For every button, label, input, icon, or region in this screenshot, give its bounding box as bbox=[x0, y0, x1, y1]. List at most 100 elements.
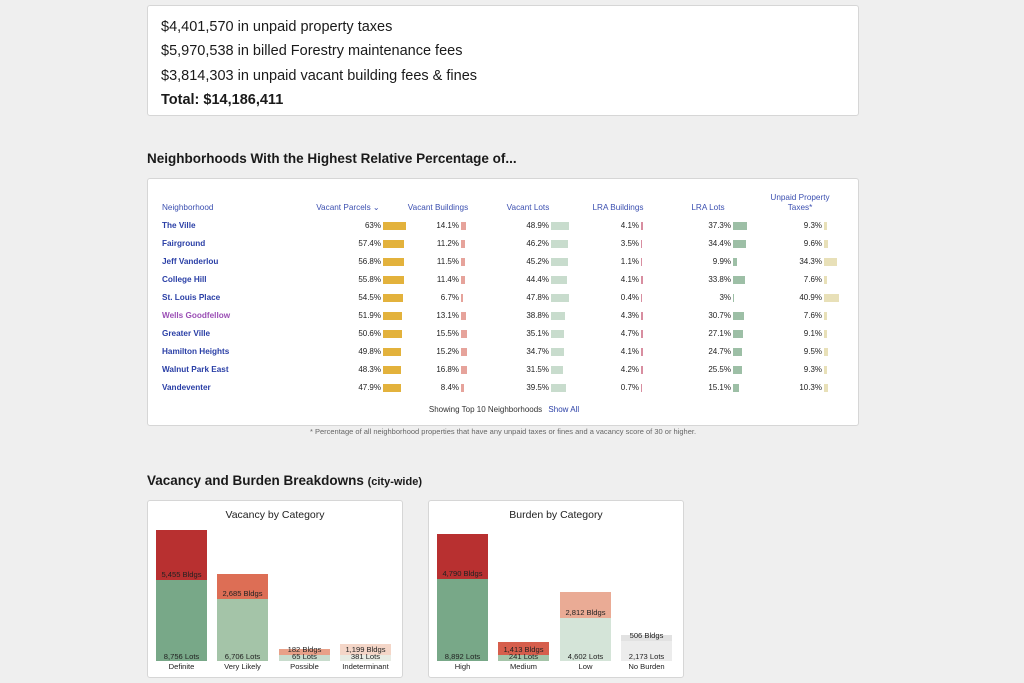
vacant-parcels-bar bbox=[383, 384, 401, 392]
vacant-parcels-value: 50.6% bbox=[358, 329, 381, 338]
vacant-buildings-bar bbox=[461, 366, 468, 374]
bldgs-label: 1,199 Bldgs bbox=[345, 645, 386, 654]
lra-lots-bar bbox=[733, 294, 735, 302]
vacant-lots-bar bbox=[551, 330, 564, 338]
table-row: Fairground 57.4% 11.2% 46.2% 3.5% 34.4% 9.6% bbox=[148, 236, 860, 254]
lra-buildings-bar bbox=[641, 258, 642, 266]
vacant-parcels-bar bbox=[383, 312, 403, 320]
lra-lots-bar bbox=[733, 348, 743, 356]
vacant-parcels-bar bbox=[383, 366, 401, 374]
bldgs-bar bbox=[279, 649, 330, 655]
lra-lots-bar bbox=[733, 258, 737, 266]
vacancy-chart: Vacancy by Category 8,756 Lots 5,455 Bldg… bbox=[147, 500, 403, 678]
vacant-buildings-value: 11.4% bbox=[436, 275, 459, 284]
neighborhood-link[interactable]: Vandeventer bbox=[162, 383, 211, 392]
neighborhood-link[interactable]: Greater Ville bbox=[162, 329, 211, 338]
vacant-parcels-bar bbox=[383, 222, 407, 230]
unpaid-taxes-bar bbox=[824, 366, 828, 374]
vacant-lots-value: 35.1% bbox=[526, 329, 549, 338]
vacant-parcels-bar bbox=[383, 258, 404, 266]
lra-lots-value: 25.5% bbox=[708, 365, 731, 374]
neighborhood-link[interactable]: Jeff Vanderlou bbox=[162, 257, 219, 266]
show-all-link[interactable]: Show All bbox=[548, 405, 580, 414]
header-vacant-lots[interactable]: Vacant Lots bbox=[506, 203, 550, 212]
vacant-buildings-bar bbox=[461, 384, 465, 392]
table-row: Greater Ville 50.6% 15.5% 35.1% 4.7% 27.1% 9.1… bbox=[148, 326, 860, 344]
totals-card: $4,401,570 in unpaid property taxes $5,9… bbox=[147, 5, 859, 116]
vacant-buildings-value: 13.1% bbox=[436, 311, 459, 320]
burden-chart: Burden by Category 8,892 Lots 4,790 Bldgs… bbox=[428, 500, 684, 678]
neighborhood-link[interactable]: Wells Goodfellow bbox=[162, 311, 231, 320]
vacant-parcels-bar bbox=[383, 348, 402, 356]
header-vacant-parcels[interactable]: Vacant Parcels ⌄ bbox=[316, 203, 380, 212]
bldgs-label: 2,812 Bldgs bbox=[565, 608, 606, 618]
neighborhood-link[interactable]: Fairground bbox=[162, 239, 206, 248]
vacant-parcels-bar bbox=[383, 294, 404, 302]
vacant-parcels-bar bbox=[383, 240, 405, 248]
lra-buildings-value: 4.1% bbox=[620, 221, 639, 230]
vacant-fees-line: $3,814,303 in unpaid vacant building fee… bbox=[161, 67, 478, 84]
vacant-lots-bar bbox=[551, 276, 568, 284]
lra-lots-value: 34.4% bbox=[708, 239, 731, 248]
lra-buildings-bar bbox=[641, 276, 643, 284]
bldgs-bar bbox=[156, 529, 207, 580]
unpaid-taxes-bar bbox=[824, 348, 828, 356]
neighborhood-link[interactable]: St. Louis Place bbox=[162, 293, 221, 302]
table-row: Vandeventer 47.9% 8.4% 39.5% 0.7% 15.1% 10.3% bbox=[148, 380, 860, 398]
vacant-buildings-value: 15.5% bbox=[436, 329, 459, 338]
lots-label: 2,173 Lots bbox=[628, 652, 665, 661]
lots-bar bbox=[498, 655, 549, 661]
lra-buildings-value: 4.1% bbox=[620, 275, 639, 284]
table-row: The Ville 63% 14.1% 48.9% 4.1% 37.3% 9.3% bbox=[148, 218, 860, 236]
lra-buildings-bar bbox=[641, 348, 643, 356]
lots-bar bbox=[560, 618, 611, 661]
lra-buildings-value: 0.4% bbox=[620, 293, 639, 302]
lots-bar bbox=[279, 655, 330, 661]
category-label: Definite bbox=[168, 662, 195, 671]
lra-buildings-bar bbox=[641, 240, 643, 248]
bldgs-bar bbox=[437, 534, 488, 579]
lra-buildings-value: 0.7% bbox=[620, 383, 639, 392]
lra-lots-bar bbox=[733, 330, 743, 338]
table-footer: Showing Top 10 Neighborhoods Show All bbox=[148, 405, 860, 414]
vacant-lots-bar bbox=[551, 240, 569, 248]
header-lra-buildings[interactable]: LRA Buildings bbox=[592, 203, 644, 212]
bldgs-label: 2,685 Bldgs bbox=[222, 588, 263, 598]
lra-lots-value: 15.1% bbox=[708, 383, 731, 392]
lots-bar bbox=[156, 580, 207, 661]
breakdowns-title-text: Vacancy and Burden Breakdowns bbox=[147, 473, 364, 488]
header-neighborhood[interactable]: Neighborhood bbox=[162, 203, 214, 212]
lots-label: 381 Lots bbox=[350, 652, 381, 661]
bldgs-label: 5,455 Bldgs bbox=[161, 570, 202, 579]
table-row: Wells Goodfellow 51.9% 13.1% 38.8% 4.3% 30.7%… bbox=[148, 308, 860, 326]
header-vacant-buildings[interactable]: Vacant Buildings bbox=[407, 203, 469, 212]
lra-buildings-value: 4.3% bbox=[620, 311, 639, 320]
footnote: * Percentage of all neighborhood propert… bbox=[309, 427, 697, 436]
header-lra-lots[interactable]: LRA Lots bbox=[691, 203, 725, 212]
unpaid-taxes-value: 9.1% bbox=[803, 329, 822, 338]
bldgs-bar bbox=[217, 574, 268, 599]
lra-buildings-bar bbox=[641, 222, 643, 230]
unpaid-taxes-value: 7.6% bbox=[803, 311, 822, 320]
vacant-buildings-bar bbox=[461, 222, 467, 230]
neighborhood-link[interactable]: Hamilton Heights bbox=[162, 347, 230, 356]
header-unpaid-taxes[interactable]: Unpaid Property Taxes* bbox=[770, 193, 830, 212]
neighborhood-link[interactable]: The Ville bbox=[162, 221, 196, 230]
category-label: High bbox=[454, 662, 471, 671]
lra-lots-value: 24.7% bbox=[708, 347, 731, 356]
unpaid-taxes-value: 9.3% bbox=[803, 221, 822, 230]
neighborhoods-table: Neighborhood Vacant Parcels ⌄ Vacant Bui… bbox=[147, 178, 859, 426]
vacant-buildings-bar bbox=[461, 348, 467, 356]
neighborhood-link[interactable]: Walnut Park East bbox=[162, 365, 229, 374]
unpaid-taxes-value: 7.6% bbox=[803, 275, 822, 284]
lra-buildings-bar bbox=[641, 294, 642, 302]
table-row: College Hill 55.8% 11.4% 44.4% 4.1% 33.8% 7.6% bbox=[148, 272, 860, 290]
lra-buildings-value: 4.2% bbox=[620, 365, 639, 374]
lra-lots-bar bbox=[733, 384, 739, 392]
vacant-lots-bar bbox=[551, 366, 563, 374]
table-row: Hamilton Heights 49.8% 15.2% 34.7% 4.1% 24.7%… bbox=[148, 344, 860, 362]
neighborhood-link[interactable]: College Hill bbox=[162, 275, 207, 284]
unpaid-taxes-bar bbox=[824, 312, 827, 320]
vacant-parcels-value: 47.9% bbox=[358, 383, 381, 392]
bldgs-label: 1,413 Bldgs bbox=[503, 645, 544, 654]
